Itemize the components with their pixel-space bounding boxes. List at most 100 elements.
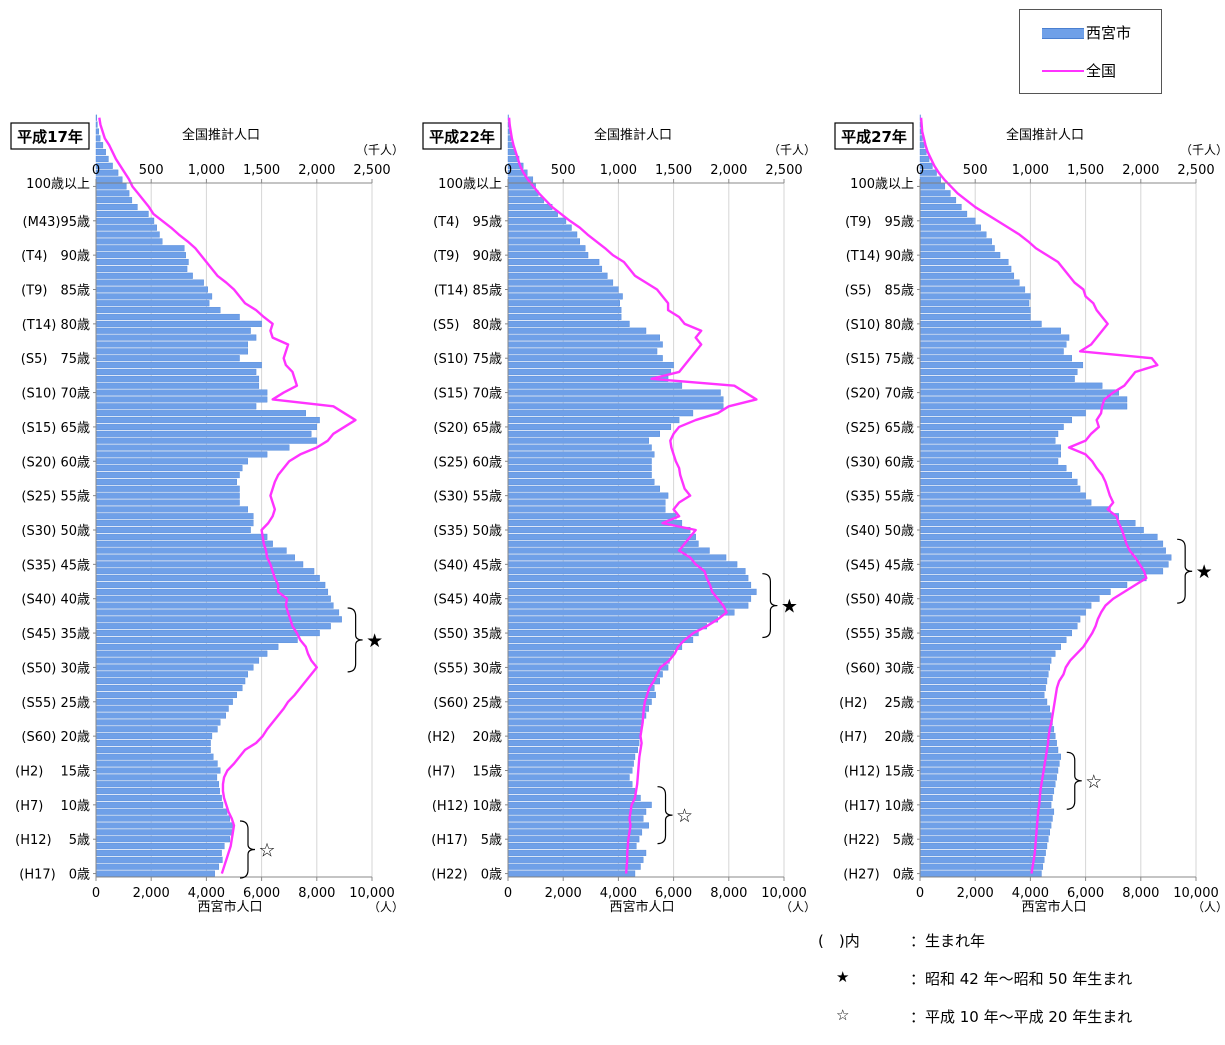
white-star-icon: ☆ (1085, 771, 1102, 793)
bar-age-35 (919, 630, 1073, 637)
bar-age-3 (95, 849, 222, 856)
bar-age-100 (95, 183, 127, 190)
bar-age-61 (95, 451, 268, 458)
y-tick-label: (H7) 15歳 (427, 764, 502, 779)
y-tick-label: (T14) 80歳 (22, 318, 90, 333)
bar-age-31 (507, 657, 670, 664)
pyramid-panel: 100歳以上 (T9) 95歳 (T14) 90歳 (S5) 85歳 (S10) 80歳… (834, 114, 1225, 915)
bar-age-7 (95, 822, 235, 829)
bar-age-50 (919, 526, 1144, 534)
y-tick-label: (H27) 0歳 (843, 868, 914, 883)
top-axis-unit: （千人） (1180, 143, 1225, 157)
y-tick-label: (H7) 20歳 (839, 730, 914, 745)
bar-age-87 (95, 272, 193, 279)
bar-age-74 (95, 362, 262, 369)
bar-age-80 (507, 320, 630, 327)
y-tick-label: (S60) 20歳 (21, 730, 90, 745)
white-star-brace (657, 786, 673, 845)
pyramid-panel: 100歳以上 (T4) 95歳 (T9) 90歳 (T14) 85歳 (S5) 80歳 (… (422, 114, 816, 915)
y-tick-label: (H12) 10歳 (432, 799, 502, 814)
bar-age-14 (95, 774, 218, 781)
white-star-icon: ☆ (836, 1006, 850, 1024)
bar-age-104 (95, 155, 109, 162)
bar-age-78 (507, 334, 661, 341)
y-tick-label: (T14) 85歳 (434, 284, 502, 299)
bar-age-98 (507, 197, 545, 204)
bar-age-78 (919, 334, 1070, 341)
bar-age-81 (919, 313, 1031, 321)
panel-title-box (10, 122, 90, 150)
bar-age-34 (95, 636, 298, 643)
bar-age-94 (507, 224, 572, 231)
x-tick-label: 6,000 (655, 886, 692, 901)
bar-age-64 (919, 430, 1059, 437)
bar-age-75 (95, 355, 240, 362)
bar-age-6 (95, 829, 233, 836)
bar-age-64 (95, 430, 312, 437)
bar-age-33 (95, 643, 279, 650)
bar-age-58 (919, 471, 1073, 479)
x-tick-label: 2,000 (133, 886, 170, 901)
bar-age-91 (95, 245, 185, 252)
bar-age-62 (919, 444, 1061, 451)
national-line (98, 117, 357, 874)
national-line (919, 117, 1159, 874)
bar-age-99 (507, 190, 539, 197)
x-tick-label: 2,000 (957, 886, 994, 901)
bar-age-15 (507, 767, 633, 774)
bar-age-102 (919, 169, 937, 176)
bar-age-30 (919, 664, 1050, 671)
top-axis-title: 全国推計人口 (594, 127, 672, 143)
bar-age-107 (95, 135, 101, 142)
bar-age-73 (507, 368, 672, 375)
bar-age-93 (919, 231, 987, 238)
bar-age-66 (507, 417, 680, 424)
y-tick-label: (H17) 5歳 (431, 833, 502, 848)
y-tick-label: (H22) 5歳 (843, 833, 914, 848)
bar-age-74 (507, 362, 674, 369)
x-axis-title: 西宮市人口 (1021, 899, 1086, 915)
bar-age-0 (919, 870, 1042, 877)
y-tick-label: (S40) 50歳 (845, 524, 914, 539)
bar-age-48 (95, 540, 273, 547)
bar-age-69 (507, 396, 724, 403)
x-axis-unit: （人） (780, 900, 816, 914)
bar-age-53 (95, 506, 249, 513)
y-tick-label: (T9) 90歳 (433, 249, 502, 264)
bar-age-13 (919, 781, 1056, 788)
bar-age-38 (919, 609, 1086, 616)
bar-age-74 (919, 362, 1084, 369)
bar-age-55 (95, 492, 240, 499)
y-tick-label: (S30) 55歳 (433, 490, 502, 505)
bar-age-60 (507, 458, 652, 465)
y-tick-label: (H2) 20歳 (427, 730, 502, 745)
bar-age-25 (919, 698, 1048, 705)
bar-age-32 (919, 650, 1056, 657)
bar-age-1 (95, 863, 220, 870)
bar-age-43 (919, 575, 1147, 582)
bar-age-10 (507, 801, 652, 808)
bar-age-70 (919, 389, 1119, 396)
bar-age-21 (507, 726, 643, 733)
bar-age-106 (95, 142, 104, 149)
white-star-icon: ☆ (258, 840, 275, 862)
top-tick-label: 500 (963, 163, 988, 178)
bar-age-12 (95, 788, 220, 795)
bar-age-45 (507, 561, 738, 568)
y-tick-label: (S45) 45歳 (845, 558, 914, 573)
y-tick-label: (T4) 95歳 (433, 215, 502, 230)
bar-age-48 (507, 540, 699, 547)
y-tick-label: (H7) 10歳 (15, 799, 90, 814)
bar-age-27 (95, 685, 243, 692)
x-tick-label: 8,000 (298, 886, 335, 901)
bar-age-60 (95, 458, 249, 465)
bar-age-2 (95, 856, 223, 863)
bar-age-91 (919, 245, 995, 252)
top-tick-label: 1,000 (1012, 163, 1049, 178)
bar-age-71 (919, 382, 1103, 389)
bar-age-29 (919, 671, 1049, 678)
bar-age-94 (919, 224, 981, 231)
bar-age-19 (95, 739, 211, 747)
bar-age-23 (919, 712, 1052, 719)
bar-age-73 (95, 368, 257, 375)
